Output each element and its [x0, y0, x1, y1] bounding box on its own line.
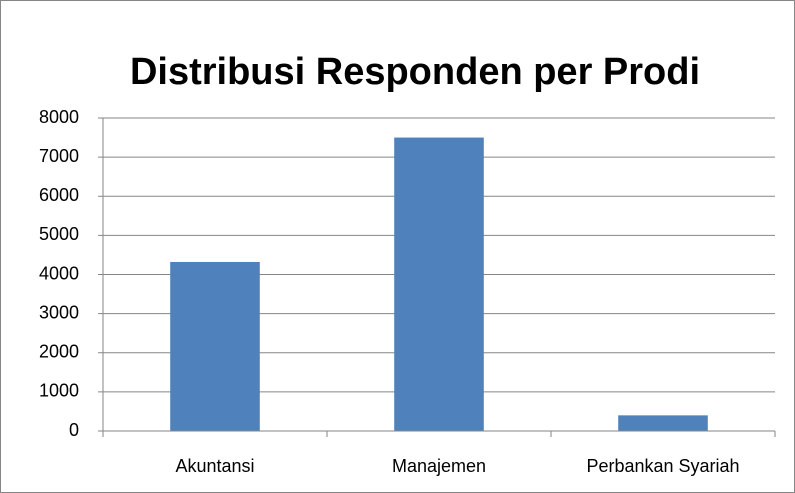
y-tick-label: 2000	[39, 342, 79, 362]
y-tick-label: 4000	[39, 263, 79, 283]
y-tick-label: 6000	[39, 185, 79, 205]
y-tick-label: 1000	[39, 381, 79, 401]
bar	[394, 137, 484, 431]
x-tick-label: Akuntansi	[175, 456, 254, 476]
x-tick-label: Perbankan Syariah	[586, 456, 739, 476]
y-tick-label: 3000	[39, 302, 79, 322]
bar	[170, 261, 260, 431]
y-tick-label: 8000	[39, 107, 79, 127]
y-tick-label: 7000	[39, 146, 79, 166]
x-tick-label: Manajemen	[392, 456, 486, 476]
y-tick-label: 5000	[39, 224, 79, 244]
chart-title: Distribusi Responden per Prodi	[130, 51, 700, 93]
y-tick-label: 0	[69, 420, 79, 440]
bar	[618, 415, 708, 431]
